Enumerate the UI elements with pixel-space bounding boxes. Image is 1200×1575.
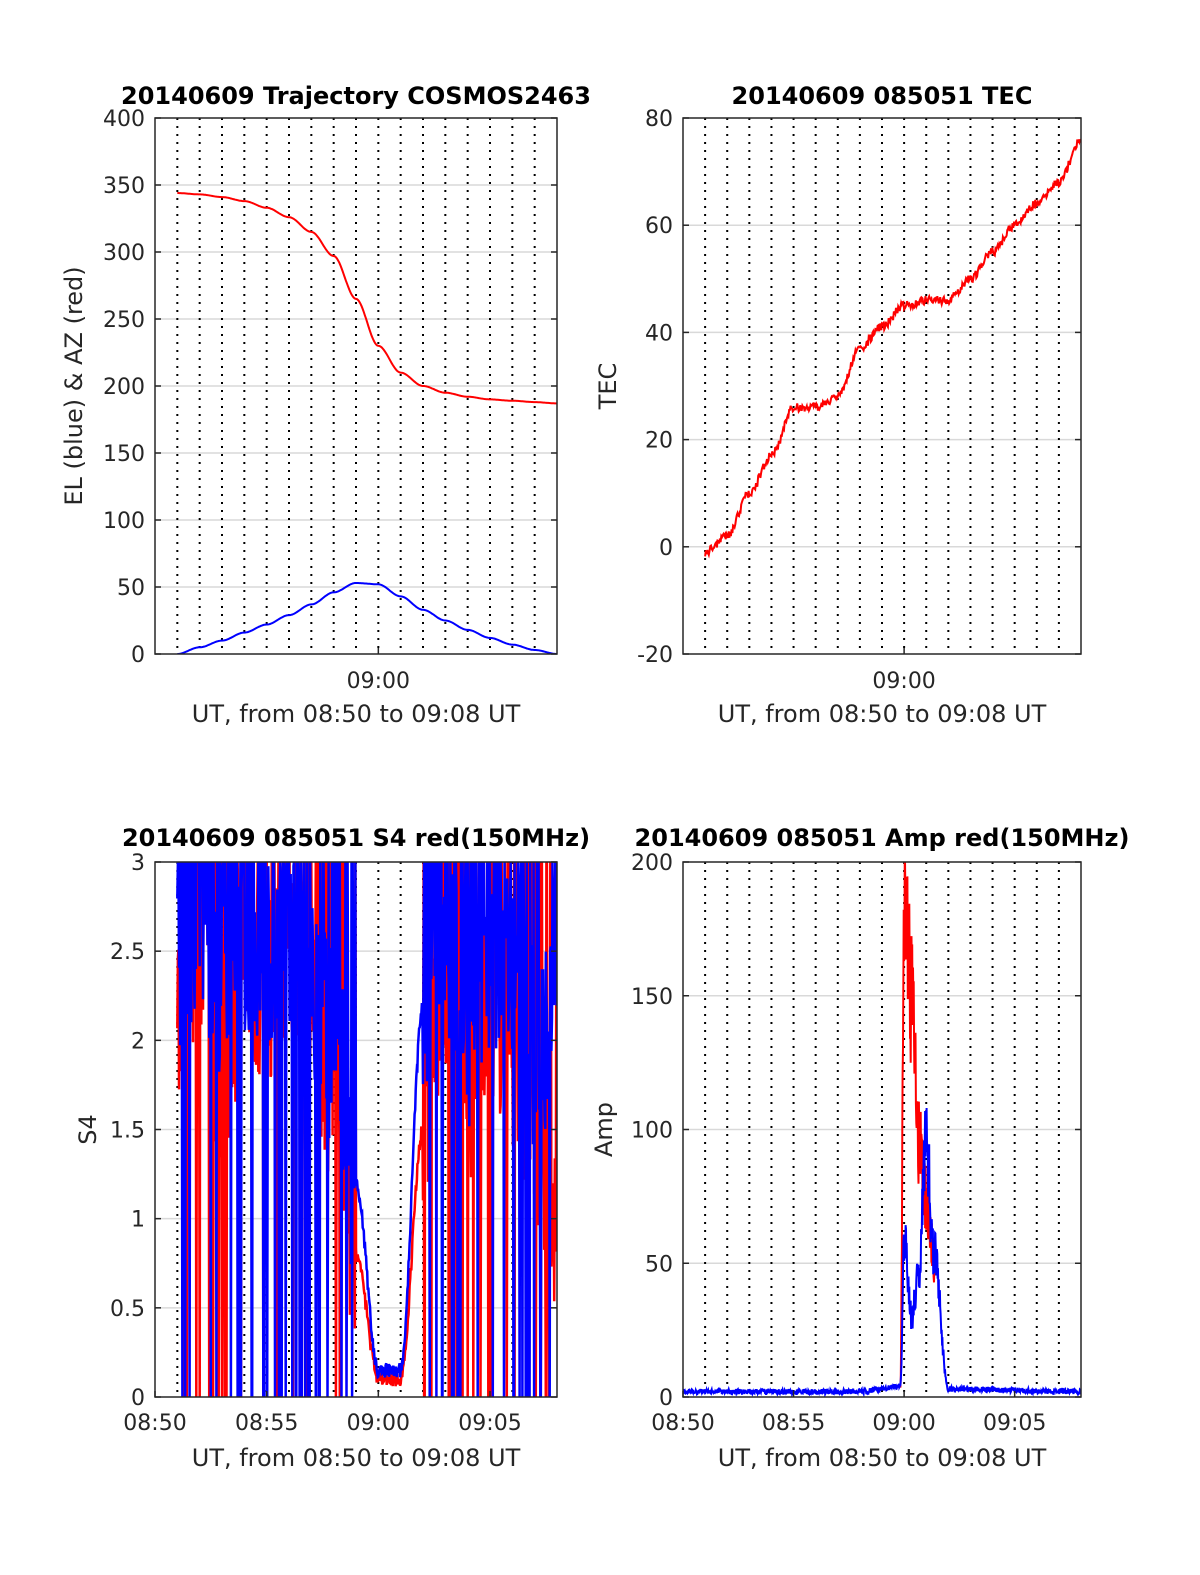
y-tick-label: 1.5 [110, 1119, 145, 1144]
chart-title: 20140609 085051 S4 red(150MHz) [122, 824, 590, 852]
y-tick-label: 200 [631, 851, 673, 876]
y-tick-label: 2 [131, 1029, 145, 1054]
y-tick-label: 20 [645, 429, 673, 454]
series-line-2 [176, 862, 557, 1397]
chart-panel-2: -20 0 20 40 60 80 09:00 20140609 085051 TEC UT, … [594, 82, 1082, 728]
x-tick-label: 09:05 [983, 1411, 1046, 1436]
y-tick-label: 3 [131, 851, 145, 876]
y-tick-label: 350 [103, 174, 145, 199]
x-axis-label: UT, from 08:50 to 09:08 UT [718, 700, 1047, 728]
x-axis-label: UT, from 08:50 to 09:08 UT [192, 1444, 521, 1472]
chart-title: 20140609 Trajectory COSMOS2463 [121, 82, 591, 110]
y-tick-label: 1 [131, 1208, 145, 1233]
series-line-2 [177, 582, 557, 654]
x-tick-label: 08:55 [762, 1411, 825, 1436]
y-tick-label: 300 [103, 241, 145, 266]
x-axis-label: UT, from 08:50 to 09:08 UT [718, 1444, 1047, 1472]
y-axis-label: EL (blue) & AZ (red) [60, 266, 88, 505]
x-tick-label: 08:50 [651, 1411, 714, 1436]
y-tick-label: 2.5 [110, 940, 145, 965]
y-tick-label: 0 [131, 643, 145, 668]
chart-panel-4: 0 50 100 150 200 08:50 08:55 09:00 09:05 20140609… [590, 824, 1129, 1472]
y-tick-label: 40 [645, 321, 673, 346]
y-tick-label: 0.5 [110, 1297, 145, 1322]
y-axis-label: S4 [74, 1114, 102, 1145]
y-tick-label: 100 [631, 1119, 673, 1144]
chart-panel-1: 0 50 100 150 200 250 300 350 400 09:00 20140609 Tr… [60, 82, 591, 728]
chart-panel-3: 0 0.5 1 1.5 2 2.5 3 08:50 08:55 09:00 09:05 2014060… [74, 824, 590, 1472]
x-tick-label: 09:00 [872, 669, 935, 694]
y-tick-label: 150 [103, 442, 145, 467]
y-tick-label: 50 [117, 576, 145, 601]
chart-title: 20140609 085051 TEC [732, 82, 1033, 110]
y-tick-label: 50 [645, 1252, 673, 1277]
y-tick-label: 250 [103, 308, 145, 333]
x-tick-label: 09:00 [347, 1411, 410, 1436]
y-tick-label: 100 [103, 509, 145, 534]
x-tick-label: 08:55 [235, 1411, 298, 1436]
y-tick-label: 0 [659, 1386, 673, 1411]
y-tick-label: 0 [131, 1386, 145, 1411]
y-axis-label: TEC [594, 363, 622, 411]
series-line-1 [704, 138, 1081, 559]
series-line-1 [899, 862, 939, 1388]
x-tick-label: 09:00 [347, 669, 410, 694]
chart-title: 20140609 085051 Amp red(150MHz) [635, 824, 1130, 852]
y-tick-label: 150 [631, 985, 673, 1010]
y-tick-label: -20 [637, 643, 673, 668]
y-tick-label: 0 [659, 536, 673, 561]
y-tick-label: 200 [103, 375, 145, 400]
y-axis-label: Amp [590, 1102, 618, 1157]
x-tick-label: 09:00 [872, 1411, 935, 1436]
x-tick-label: 09:05 [458, 1411, 521, 1436]
y-tick-label: 60 [645, 214, 673, 239]
series-line-1 [177, 192, 557, 405]
x-axis-label: UT, from 08:50 to 09:08 UT [192, 700, 521, 728]
y-tick-label: 80 [645, 107, 673, 132]
axes-box [682, 117, 1082, 655]
x-tick-label: 08:50 [123, 1411, 186, 1436]
y-tick-label: 400 [103, 107, 145, 132]
